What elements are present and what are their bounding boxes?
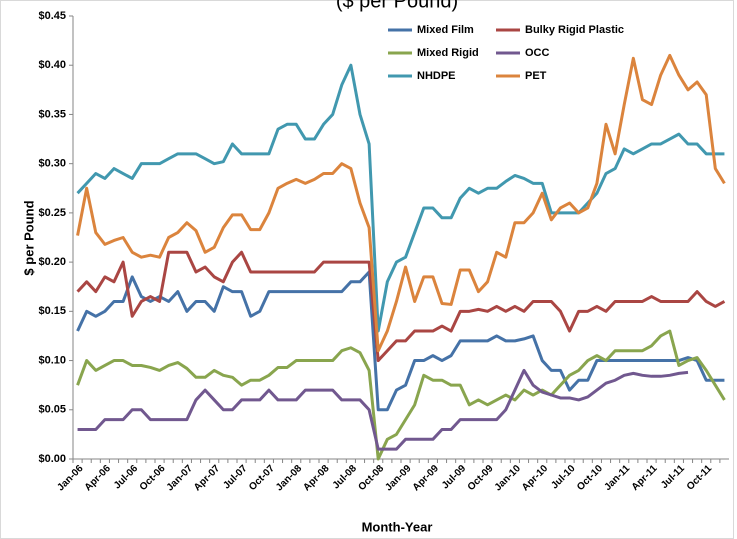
y-tick-label: $0.35 — [38, 108, 66, 120]
series-line — [76, 250, 726, 363]
y-tick-label: $0.10 — [38, 354, 66, 366]
y-tick-label: $0.05 — [38, 404, 66, 416]
series-line — [77, 368, 689, 451]
series-line — [76, 53, 726, 353]
y-tick-label: $0.20 — [38, 256, 66, 268]
legend-label: NHDPE — [417, 70, 456, 82]
y-axis-label: $ per Pound — [21, 200, 36, 275]
series-line — [76, 63, 725, 333]
series-line — [76, 270, 725, 412]
chart-title: ($ per Pound) — [336, 0, 458, 12]
y-tick-label: $0.30 — [38, 158, 66, 170]
x-axis-label: Month-Year — [362, 519, 433, 534]
series-line — [76, 329, 726, 461]
y-tick-label: $0.15 — [38, 305, 66, 317]
legend-label: PET — [525, 70, 547, 82]
legend-label: Mixed Film — [417, 24, 474, 36]
y-tick-label: $0.00 — [38, 453, 66, 465]
y-tick-label: $0.25 — [38, 207, 66, 219]
y-tick-label: $0.45 — [38, 10, 66, 22]
legend-label: Mixed Rigid — [417, 47, 479, 59]
legend-label: OCC — [525, 47, 550, 59]
legend-label: Bulky Rigid Plastic — [525, 24, 624, 36]
y-tick-label: $0.40 — [38, 59, 66, 71]
